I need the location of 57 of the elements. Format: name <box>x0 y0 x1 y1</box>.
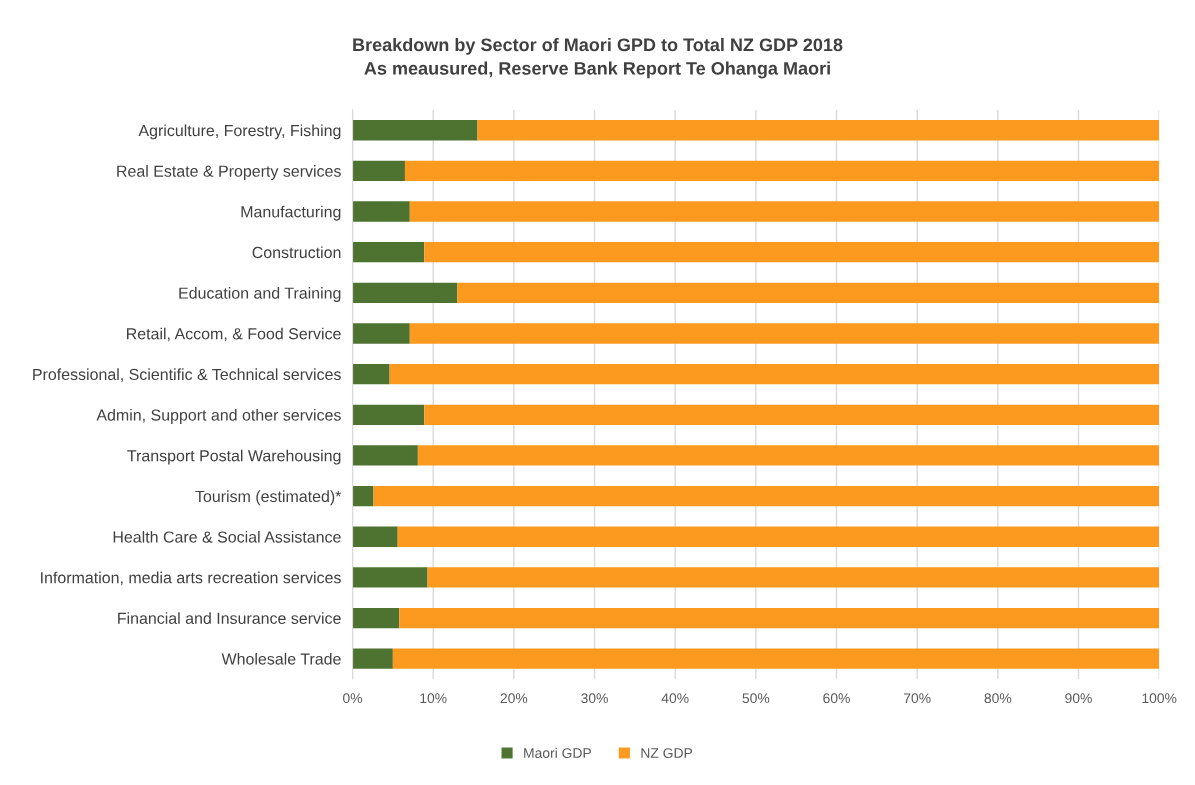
bar <box>352 404 425 425</box>
bar <box>352 607 400 629</box>
x-tick-label: 10% <box>420 693 447 704</box>
bar <box>427 567 1160 588</box>
x-tick-label: 100% <box>1142 693 1177 704</box>
bar <box>352 120 478 141</box>
x-tick-label: 30% <box>581 693 608 704</box>
y-tick-label: Admin, Support and other services <box>96 409 341 424</box>
bar <box>352 445 418 466</box>
y-tick-label: Manufacturing <box>241 205 341 221</box>
bar <box>389 363 1160 385</box>
bar <box>352 485 374 507</box>
bar <box>457 282 1160 303</box>
y-tick-label: Wholesale Trade <box>221 652 341 665</box>
bar <box>397 526 1160 547</box>
x-tick-label: 50% <box>742 693 770 704</box>
bar <box>352 201 410 222</box>
chart-title: Breakdown by Sector of Maori GPD to Total NZ GDP 2018 <box>353 37 843 55</box>
x-tick-label: 90% <box>1065 693 1092 704</box>
x-tick-label: 20% <box>500 693 528 704</box>
bar <box>352 282 458 303</box>
bar <box>477 120 1160 141</box>
y-tick-label: Financial and Insurance service <box>118 612 341 624</box>
y-tick-label: Retail, Accom, & Food Service <box>127 327 341 342</box>
bar <box>392 648 1160 669</box>
bar <box>373 485 1160 507</box>
y-tick-label: Real Estate & Property services <box>117 165 341 180</box>
bar <box>409 323 1160 344</box>
bar <box>404 160 1160 182</box>
x-tick-label: 70% <box>903 693 931 704</box>
y-tick-label: Health Care & Social Assistance <box>113 530 341 543</box>
y-tick-label: Agriculture, Forestry, Fishing <box>138 124 341 140</box>
bar <box>352 526 398 547</box>
x-tick-label: 80% <box>984 693 1012 704</box>
y-tick-label: Transport Postal Warehousing <box>127 449 341 465</box>
bar <box>352 160 405 182</box>
bar <box>417 445 1160 466</box>
chart-subtitle: As meausured, Reserve Bank Report Te Ohanga Maori <box>364 61 830 79</box>
x-tick-label: 40% <box>661 693 689 704</box>
legend-label: NZ GDP <box>641 748 693 758</box>
bar <box>352 363 390 385</box>
bar <box>352 567 428 588</box>
y-tick-label: Tourism (estimated)* <box>195 490 342 506</box>
x-tick-label: 0% <box>343 693 363 704</box>
bar <box>409 201 1160 222</box>
y-tick-label: Information, media arts recreation services <box>41 571 341 586</box>
y-tick-label: Education and Training <box>179 287 341 302</box>
bar <box>424 404 1160 425</box>
bar <box>424 242 1160 263</box>
y-tick-label: Construction <box>252 246 341 259</box>
legend-label: Maori GDP <box>524 747 591 758</box>
y-tick-label: Professional, Scientific & Technical services <box>33 368 341 382</box>
x-tick-label: 60% <box>823 693 850 704</box>
bar <box>352 648 393 669</box>
bar <box>399 607 1160 629</box>
bar <box>352 242 425 263</box>
bar <box>352 323 410 344</box>
